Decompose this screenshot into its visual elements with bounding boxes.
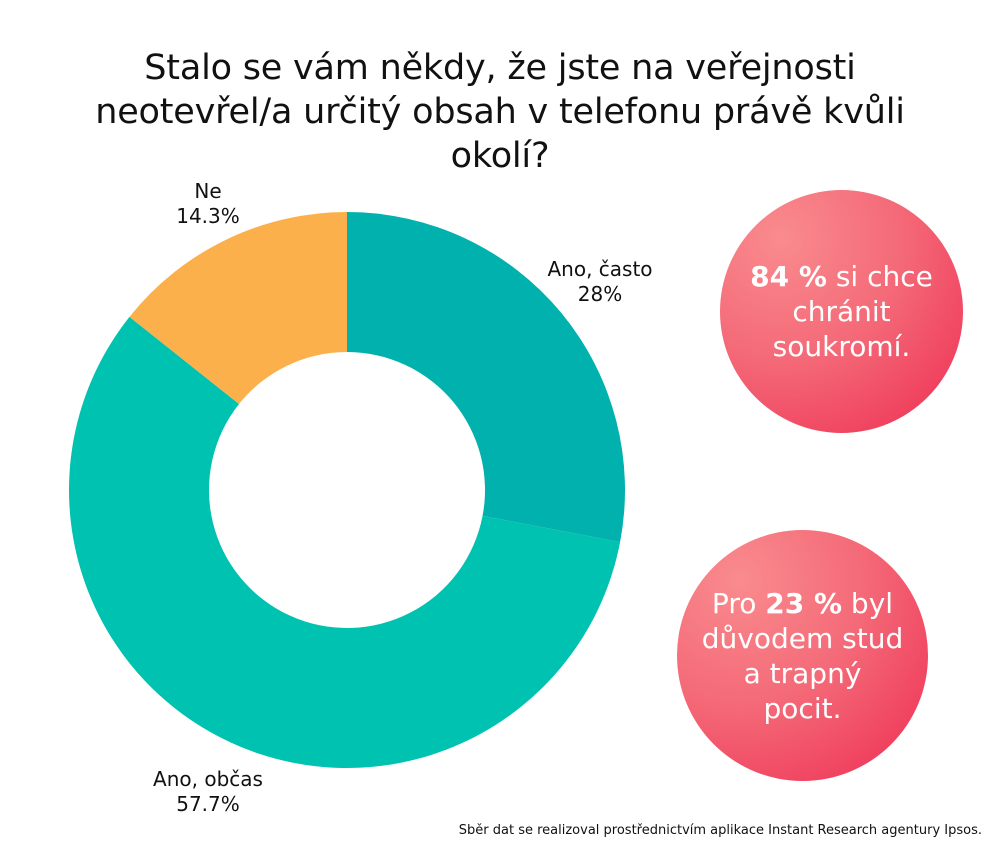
chart-title: Stalo se vám někdy, že jste na veřejnost… [95, 48, 905, 176]
embarrassment-callout-text: byl důvodem stud a trapný pocit. [701, 586, 904, 725]
slice-value-label: 57.7% [176, 792, 240, 816]
slice-category-label: Ano, občas [153, 767, 263, 791]
slice-category-label: Ne [194, 179, 221, 203]
embarrassment-callout-prefix: Pro [711, 586, 766, 620]
embarrassment-callout: Pro 23 % byl důvodem stud a trapný pocit… [677, 530, 928, 781]
slice-value-label: 14.3% [176, 204, 240, 228]
privacy-callout-highlight: 84 % [750, 260, 827, 293]
slice-value-label: 28% [578, 282, 622, 306]
privacy-callout: 84 % si chce chránit soukromí. [720, 190, 963, 433]
donut-slice-3 [129, 212, 347, 405]
embarrassment-callout-highlight: 23 % [765, 586, 843, 620]
slice-category-label: Ano, často [547, 257, 652, 281]
donut-slice-1 [347, 212, 625, 543]
source-note: Sběr dat se realizoval prostřednictvím a… [458, 823, 982, 838]
privacy-callout-text: si chce chránit soukromí. [772, 260, 933, 363]
donut-slice-2 [69, 316, 621, 768]
